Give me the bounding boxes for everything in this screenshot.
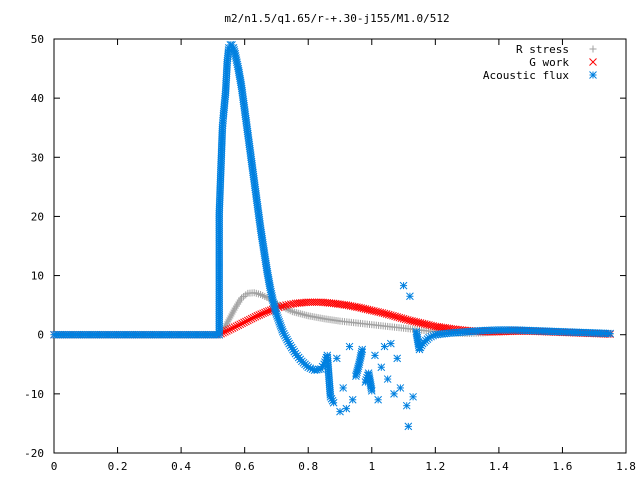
y-tick-label: 0 xyxy=(37,329,44,342)
data-point xyxy=(342,404,351,413)
data-point xyxy=(259,309,267,318)
x-tick-label: 1.2 xyxy=(425,460,445,473)
data-point xyxy=(380,342,389,351)
data-point xyxy=(374,395,382,404)
y-axis-ticks: -20 -10 0 10 20 30 40 50 xyxy=(24,33,626,460)
data-point xyxy=(234,321,243,330)
x-tick-label: 1.6 xyxy=(553,460,573,473)
x-tick-label: 0.6 xyxy=(235,460,255,473)
x-tick-label: 0.4 xyxy=(171,460,191,473)
x-axis-ticks: 0 0.2 0.4 0.6 0.8 1 1.2 1.4 1.6 1.8 xyxy=(51,39,636,473)
x-tick-label: 0 xyxy=(51,460,58,473)
data-point xyxy=(391,312,399,321)
data-point xyxy=(339,384,348,392)
x-tick-label: 0.8 xyxy=(298,460,318,473)
data-point xyxy=(380,309,389,318)
y-tick-label: 20 xyxy=(31,210,44,223)
data-point xyxy=(257,310,266,318)
data-point xyxy=(236,320,245,329)
y-tick-label: 10 xyxy=(31,270,44,283)
data-point xyxy=(245,315,254,324)
data-point xyxy=(255,311,264,319)
data-point xyxy=(286,300,295,309)
data-point xyxy=(406,292,414,301)
data-point xyxy=(396,384,405,392)
y-tick-label: 50 xyxy=(31,33,44,46)
y-tick-label: 40 xyxy=(31,92,44,105)
y-tick-label: -20 xyxy=(24,447,44,460)
data-point xyxy=(247,314,256,323)
data-point xyxy=(393,313,402,321)
data-point xyxy=(251,312,260,321)
legend-label: G work xyxy=(529,56,569,69)
data-point xyxy=(393,354,402,363)
series-acoustic-flux xyxy=(50,41,614,431)
plot-border xyxy=(53,38,627,454)
data-point xyxy=(606,329,614,338)
data-point xyxy=(243,316,252,325)
data-point xyxy=(223,327,231,335)
y-tick-label: -10 xyxy=(24,388,44,401)
data-point xyxy=(345,342,354,351)
legend-marker xyxy=(589,58,597,66)
data-point xyxy=(282,301,290,309)
data-point xyxy=(386,339,395,348)
data-point xyxy=(367,387,376,395)
data-point xyxy=(402,401,411,410)
data-point xyxy=(382,310,391,318)
plot-frame xyxy=(53,38,627,454)
data-point xyxy=(358,345,367,354)
x-tick-label: 1 xyxy=(368,460,375,473)
data-point xyxy=(224,326,233,334)
data-point xyxy=(389,311,397,320)
data-point xyxy=(377,363,386,372)
legend-marker xyxy=(589,71,597,79)
data-point xyxy=(384,310,393,319)
x-tick-label: 1.8 xyxy=(616,460,636,473)
data-point xyxy=(401,315,410,324)
data-point xyxy=(279,302,288,310)
legend-label: Acoustic flux xyxy=(483,69,569,82)
data-point xyxy=(332,354,341,363)
data-point xyxy=(386,311,395,320)
data-point xyxy=(249,313,258,322)
data-point xyxy=(329,398,338,407)
data-point xyxy=(253,311,262,320)
series-layer xyxy=(50,41,614,431)
data-point xyxy=(240,318,248,327)
data-point xyxy=(371,351,379,360)
chart-title: m2/n1.5/q1.65/r-+.30-j155/M1.0/512 xyxy=(224,12,449,25)
legend-label: R stress xyxy=(516,43,569,56)
data-point xyxy=(284,300,293,309)
x-tick-label: 0.2 xyxy=(108,460,128,473)
data-point xyxy=(390,390,398,398)
x-tick-label: 1.4 xyxy=(489,460,509,473)
data-point xyxy=(404,422,413,431)
data-point xyxy=(383,375,392,383)
data-point xyxy=(409,392,417,401)
data-point xyxy=(348,395,357,404)
data-point xyxy=(238,319,246,328)
data-point xyxy=(232,322,241,331)
data-point xyxy=(336,407,344,416)
data-point xyxy=(228,324,237,332)
data-point xyxy=(397,314,406,323)
data-point xyxy=(242,317,250,326)
data-point xyxy=(395,313,404,322)
data-point xyxy=(230,323,239,331)
data-point xyxy=(399,281,408,290)
y-tick-label: 30 xyxy=(31,151,44,164)
data-point xyxy=(226,325,235,333)
data-point xyxy=(399,314,408,323)
legend-marker xyxy=(589,45,597,53)
